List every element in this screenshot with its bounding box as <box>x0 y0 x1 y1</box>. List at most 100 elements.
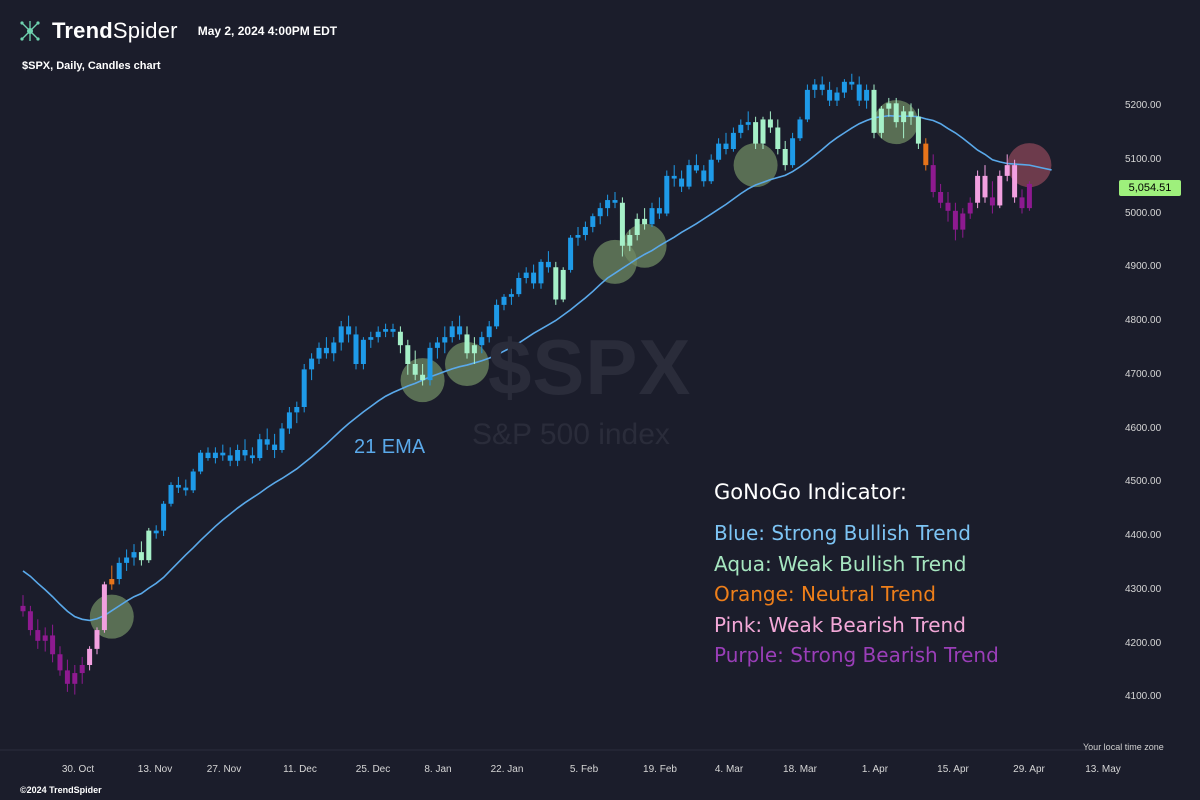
candle <box>782 140 788 171</box>
candle <box>331 337 337 362</box>
x-tick-label: 5. Feb <box>569 764 599 775</box>
candle-body <box>183 487 189 491</box>
y-tick-label: 4500.00 <box>1125 476 1162 488</box>
candle-body <box>50 635 56 655</box>
candle-body <box>42 635 48 641</box>
candle-body <box>856 84 862 101</box>
watermark-symbol: $SPX <box>488 323 692 411</box>
y-tick-label: 4800.00 <box>1125 315 1162 326</box>
candle <box>834 87 840 106</box>
candle <box>205 447 211 461</box>
candle-body <box>294 407 300 413</box>
candle-body <box>131 552 137 558</box>
candle <box>856 76 862 106</box>
candle-body <box>893 103 899 123</box>
x-tick-label: 18. Mar <box>783 764 817 775</box>
candle-body <box>375 331 381 338</box>
y-tick-label: 5200.00 <box>1125 100 1162 111</box>
candle-body <box>597 208 603 217</box>
y-tick-label: 4400.00 <box>1125 530 1162 541</box>
last-price-badge: 5,054.51 <box>1119 180 1181 196</box>
candle-body <box>560 269 566 300</box>
candle-body <box>235 450 241 461</box>
legend-item-neutral: Orange: Neutral Trend <box>714 582 936 606</box>
candle-body <box>738 124 744 133</box>
candle <box>908 103 914 125</box>
candle <box>35 619 41 649</box>
candle <box>57 646 63 676</box>
candle-body <box>20 605 26 612</box>
candle <box>360 337 366 370</box>
candle-body <box>656 208 662 214</box>
candle-body <box>871 89 877 133</box>
candle-body <box>960 213 966 230</box>
candle-body <box>101 584 107 631</box>
candle <box>767 111 773 133</box>
candle-body <box>242 450 248 456</box>
candle <box>257 433 263 461</box>
candle <box>1019 189 1025 214</box>
candle-body <box>434 342 440 348</box>
candle <box>967 197 973 219</box>
x-tick-label: 11. Dec <box>283 764 317 775</box>
candle <box>72 665 78 695</box>
candle <box>819 76 825 96</box>
y-tick-label: 4300.00 <box>1125 583 1162 595</box>
candle-body <box>938 192 944 203</box>
candle <box>790 132 796 168</box>
candle-body <box>841 81 847 93</box>
candle-body <box>508 294 514 297</box>
legend-item-weak-bearish: Pink: Weak Bearish Trend <box>714 612 966 637</box>
candle <box>553 261 559 305</box>
gonogo-legend: GoNoGo Indicator: Blue: Strong Bullish T… <box>714 480 999 671</box>
candle-body <box>568 237 574 270</box>
candle <box>375 326 381 343</box>
x-tick-label: 1. Apr <box>861 764 889 775</box>
candle-body <box>464 334 470 354</box>
candle-body <box>198 452 204 472</box>
candle-body <box>331 342 337 354</box>
y-tick-label: 4700.00 <box>1125 368 1162 380</box>
candle <box>235 444 241 467</box>
candle <box>464 326 470 359</box>
candle-body <box>782 149 788 166</box>
candle-body <box>390 329 396 332</box>
candle <box>420 364 426 386</box>
watermark-name: S&P 500 index <box>472 418 670 451</box>
trendspider-logo-icon <box>20 21 40 41</box>
candle <box>20 595 26 617</box>
candle <box>634 213 640 241</box>
header: TrendSpider May 2, 2024 4:00PM EDT <box>18 18 337 44</box>
candle <box>353 326 359 370</box>
x-tick-label: 25. Dec <box>355 764 391 775</box>
candle-body <box>553 267 559 300</box>
chart-datetime: May 2, 2024 4:00PM EDT <box>197 24 338 38</box>
candle-body <box>257 439 263 459</box>
candle <box>153 525 159 539</box>
candle <box>804 84 810 123</box>
candle <box>294 401 300 424</box>
candle <box>397 326 403 354</box>
candle-body <box>72 673 78 684</box>
candle <box>338 321 344 351</box>
candle <box>508 288 514 305</box>
y-tick-label: 4900.00 <box>1125 261 1162 273</box>
candle <box>242 439 248 461</box>
candle <box>124 549 130 571</box>
legend-item-weak-bullish: Aqua: Weak Bullish Trend <box>714 551 967 576</box>
candle <box>945 192 951 222</box>
candle-body <box>205 452 211 459</box>
candle <box>797 116 803 141</box>
candle-body <box>449 326 455 338</box>
candle <box>590 213 596 233</box>
candle-body <box>479 337 485 346</box>
candle <box>560 267 566 303</box>
candle-body <box>57 654 63 671</box>
candle <box>982 165 988 203</box>
candle <box>871 84 877 139</box>
candle-body <box>901 111 907 123</box>
highlight-circle <box>89 594 134 639</box>
candle <box>708 154 714 184</box>
legend-item-strong-bearish: Purple: Strong Bearish Trend <box>714 643 999 667</box>
candle-body <box>775 127 781 149</box>
